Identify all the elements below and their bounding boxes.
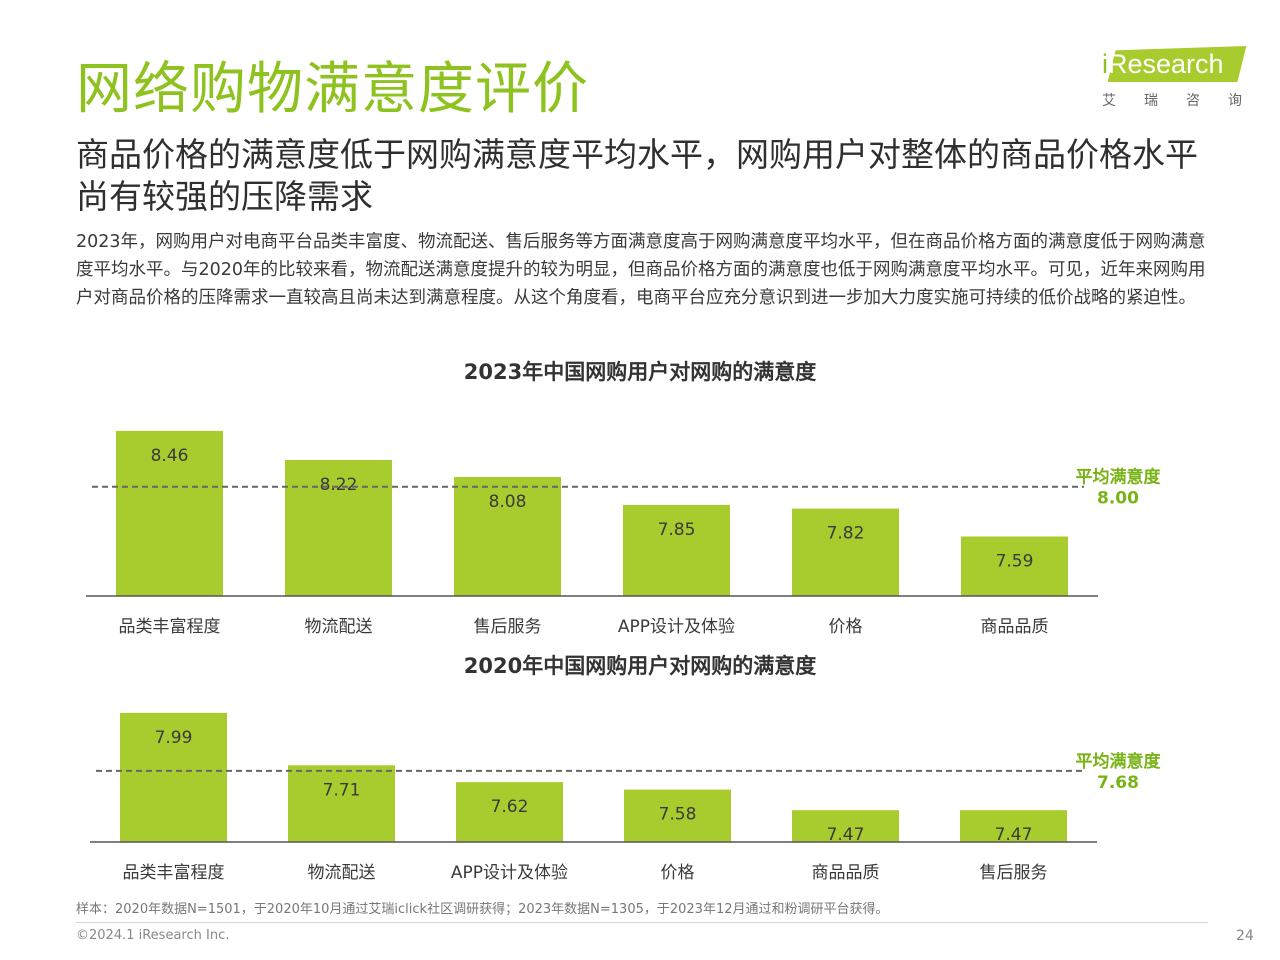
category-label-2: 物流配送 <box>308 863 376 883</box>
logo-subtitle: 艾瑞咨询 <box>1102 93 1270 109</box>
bar-6 <box>961 536 1068 596</box>
category-label-1: 品类丰富程度 <box>119 617 221 637</box>
bar-1 <box>116 430 223 596</box>
data-label-6: 7.47 <box>995 825 1033 845</box>
data-label-5: 7.82 <box>827 524 865 544</box>
chart-2020-title: 2020年中国网购用户对网购的满意度 <box>463 654 817 678</box>
copyright: ©2024.1 iResearch Inc. <box>76 928 230 943</box>
category-label-6: 商品品质 <box>981 617 1049 637</box>
bar-3 <box>456 782 563 842</box>
chart-2020: 7.99 品类丰富程度 7.71 物流配送 7.62 APP设计及体验 7.58 价格 7.47… <box>90 712 1162 883</box>
logo-brand: Research <box>1108 49 1224 79</box>
bar-2 <box>288 765 395 842</box>
data-label-4: 7.58 <box>659 805 697 825</box>
data-label-1: 8.46 <box>151 446 189 466</box>
footnote: 样本：2020年数据N=1501，于2020年10月通过艾瑞iclick社区调研… <box>76 902 889 917</box>
logo-i: i <box>1102 49 1108 79</box>
category-label-1: 品类丰富程度 <box>123 863 225 883</box>
average-value: 7.68 <box>1097 773 1139 793</box>
data-label-6: 7.59 <box>996 552 1034 572</box>
category-label-5: 商品品质 <box>812 863 880 883</box>
category-label-2: 物流配送 <box>305 617 373 637</box>
data-label-2: 8.22 <box>320 475 358 495</box>
page-number: 24 <box>1236 928 1254 944</box>
data-label-3: 8.08 <box>489 492 527 512</box>
chart-2023-title: 2023年中国网购用户对网购的满意度 <box>463 360 817 384</box>
body-paragraph: 2023年，网购用户对电商平台品类丰富度、物流配送、售后服务等方面满意度高于网购… <box>76 232 1206 308</box>
bar-2 <box>285 460 392 596</box>
average-label: 平均满意度 <box>1076 751 1162 772</box>
data-label-4: 7.85 <box>658 520 696 540</box>
bar-4 <box>624 789 731 842</box>
bar-1 <box>120 712 227 842</box>
category-label-4: 价格 <box>661 863 695 883</box>
data-label-5: 7.47 <box>827 825 865 845</box>
data-label-3: 7.62 <box>491 797 529 817</box>
category-label-3: 售后服务 <box>474 617 542 637</box>
average-label: 平均满意度 <box>1076 467 1162 488</box>
page-subtitle: 商品价格的满意度低于网购满意度平均水平，网购用户对整体的商品价格水平尚有较强的压… <box>76 135 1198 216</box>
category-label-3: APP设计及体验 <box>451 863 568 883</box>
bar-5 <box>792 810 899 842</box>
logo-wordmark: iResearch <box>1102 46 1224 82</box>
average-value: 8.00 <box>1097 489 1139 509</box>
iresearch-logo: iResearch 艾瑞咨询 <box>1098 40 1248 120</box>
category-label-6: 售后服务 <box>980 863 1048 883</box>
data-label-2: 7.71 <box>323 780 361 800</box>
bar-6 <box>960 810 1067 842</box>
bar-4 <box>623 504 730 596</box>
footer-divider <box>76 922 1208 923</box>
page-title: 网络购物满意度评价 <box>76 57 589 122</box>
bar-5 <box>792 508 899 596</box>
data-label-1: 7.99 <box>155 728 193 748</box>
chart-2023: 8.46 品类丰富程度 8.22 物流配送 8.08 售后服务 7.85 APP设计及体验 7.… <box>86 430 1162 637</box>
category-label-4: APP设计及体验 <box>618 617 735 637</box>
category-label-5: 价格 <box>829 617 863 637</box>
bar-3 <box>454 477 561 596</box>
